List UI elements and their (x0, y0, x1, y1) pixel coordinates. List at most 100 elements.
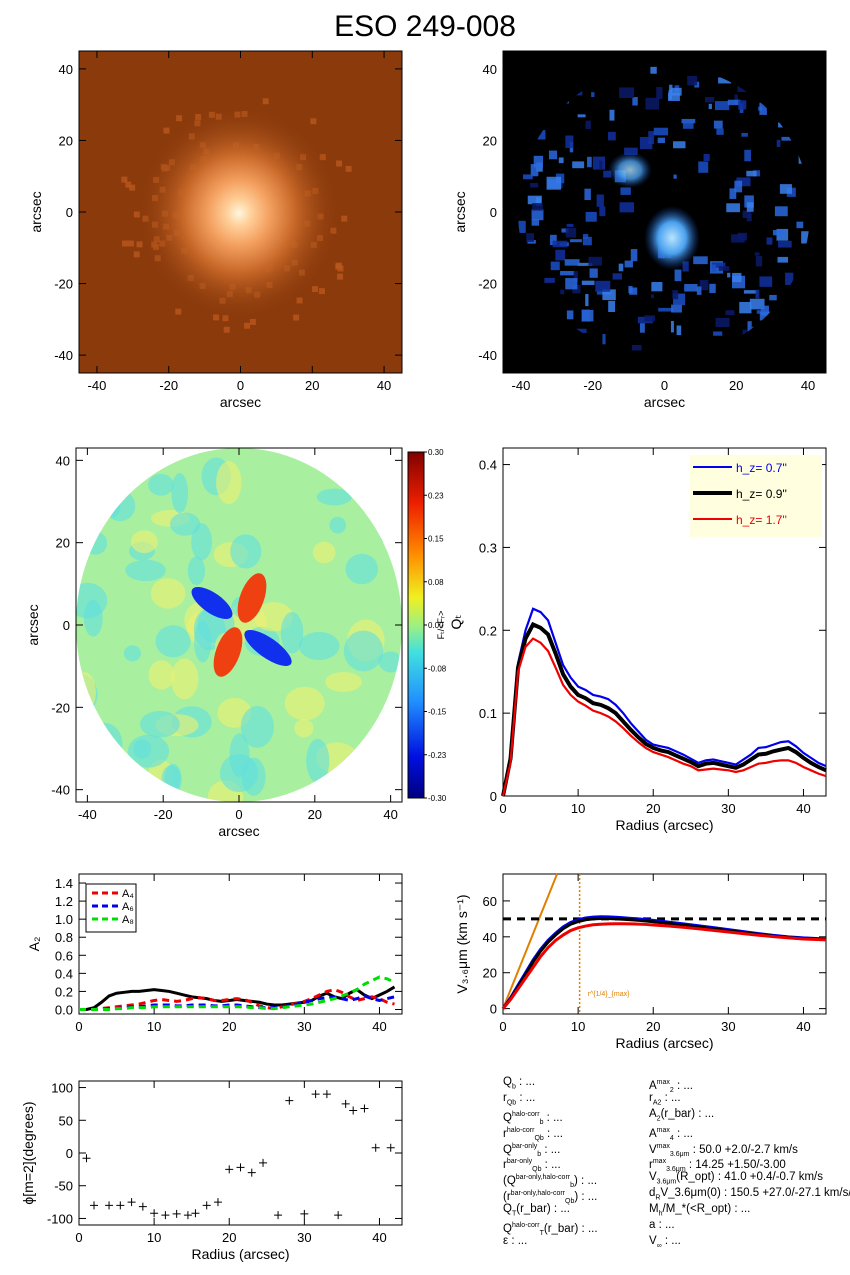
residual-blob (713, 331, 723, 336)
y-tick-label: -20 (478, 277, 497, 292)
residual-blob (737, 232, 747, 241)
residual-blob (560, 270, 575, 276)
x-tick-label: 40 (383, 807, 397, 822)
map-patch (76, 672, 96, 713)
parameter-symbol: Q (503, 1111, 512, 1124)
phase-point (360, 1104, 369, 1113)
parameter-superscript: max (656, 1079, 670, 1086)
residual-blob (544, 277, 555, 283)
residual-blob (727, 99, 741, 106)
colorbar-tick-label: -0.15 (428, 708, 447, 717)
y-tick-label: 0.2 (479, 623, 497, 638)
galaxy-pixel (127, 240, 134, 247)
phase-point (150, 1209, 159, 1218)
phase-point (191, 1209, 200, 1218)
residual-blob (759, 276, 773, 287)
phase-point (311, 1090, 320, 1099)
residual-blob (619, 202, 634, 213)
residual-blob (670, 87, 682, 96)
residual-blob (581, 280, 595, 285)
residual-blob (743, 290, 757, 294)
parameter-subscript: ∞ (656, 1242, 662, 1250)
parameter-value: : ... (541, 1143, 561, 1156)
parameter-symbol: V (649, 1143, 657, 1156)
parameter-row: Mh/M_*(<R_opt) : ... (649, 1202, 850, 1218)
map-patch (76, 503, 112, 524)
qt-series-line (501, 607, 827, 797)
parameter-symbol: V (649, 1234, 657, 1247)
residual-blob (532, 203, 543, 211)
map-patch (123, 645, 142, 662)
map-patch (284, 686, 325, 721)
parameter-value: : ... (661, 1234, 681, 1247)
parameter-value: (r_bar) : ... (543, 1222, 598, 1235)
x-axis-label: Radius (arcsec) (615, 817, 713, 833)
parameter-superscript: bar-only,halo-corr (510, 1190, 566, 1198)
parameter-symbol: Q (503, 1203, 512, 1216)
map-patch (76, 582, 108, 619)
residual-blob (747, 321, 752, 332)
galaxy-pixel (337, 273, 344, 280)
residual-blob (705, 97, 715, 103)
y-tick-label: -40 (54, 348, 73, 363)
parameter-value: : ... (541, 1159, 561, 1172)
map-patch (306, 738, 330, 783)
residual-blob (561, 228, 569, 233)
residual-blob (714, 101, 730, 111)
parameter-value: : ... (508, 1234, 528, 1247)
residual-blob (682, 261, 689, 272)
qt-series-line (501, 637, 827, 797)
map-patch (104, 490, 136, 522)
residual-blob (754, 252, 760, 256)
parameter-subscript: 2 (656, 1115, 661, 1123)
y-tick-label: 0.8 (55, 930, 73, 945)
galaxy-pixel (262, 98, 269, 105)
y-tick-label: -40 (478, 348, 497, 363)
residual-blob (746, 213, 752, 222)
residual-blob (796, 221, 804, 229)
phase-point (105, 1201, 114, 1210)
residual-blob (581, 309, 594, 322)
map-patch (329, 516, 346, 534)
residual-blob (729, 188, 737, 199)
parameter-subscript: Qb (534, 1134, 544, 1142)
parameter-subscript: b (537, 1150, 542, 1158)
parameter-symbol: V (649, 1171, 657, 1184)
phase-point (274, 1211, 283, 1220)
parameter-superscript: max (656, 1142, 670, 1150)
residual-blob (769, 294, 777, 301)
x-tick-label: 30 (297, 1230, 311, 1245)
parameter-value: : 50.0 +2.0/-2.7 km/s (689, 1143, 798, 1156)
parameter-value: (R_opt) : 41.0 +0.4/-0.7 km/s (676, 1171, 823, 1184)
residual-blob (533, 155, 543, 168)
parameter-subscript: h (658, 1210, 663, 1218)
map-patch (240, 706, 274, 748)
residual-blob (630, 249, 638, 262)
parameter-symbol: d (649, 1187, 656, 1200)
x-axis-label: arcsec (644, 394, 685, 410)
map-patch (312, 541, 336, 564)
y-tick-label: 40 (483, 62, 497, 77)
residual-blob (585, 211, 597, 222)
residual-blob (658, 307, 674, 312)
parameter-symbol: r (649, 1091, 653, 1104)
parameter-value: V_3.6μm(0) : 150.5 +27.0/-27.1 km/s/kpc (660, 1187, 850, 1200)
galaxy-pixel (121, 240, 128, 247)
residual-blob (603, 170, 612, 178)
x-axis-label: Radius (arcsec) (615, 1035, 713, 1051)
residual-blob (670, 320, 674, 333)
residual-blob (671, 304, 682, 313)
map-patch (131, 530, 158, 554)
map-patch (161, 765, 181, 792)
phase-point (225, 1165, 234, 1174)
residual-blob (785, 272, 794, 285)
residual-blob (599, 206, 606, 217)
residual-arm (608, 152, 652, 188)
x-tick-label: 0 (499, 1019, 506, 1034)
parameter-row: (rbar-only,halo-corrQb) : ... (503, 1186, 598, 1205)
galaxy-pixel (293, 314, 300, 321)
parameter-row: Amax4 : ... (649, 1123, 850, 1142)
parameter-value: /M_*(<R_opt) : ... (662, 1203, 751, 1216)
residual-blob (718, 266, 730, 271)
phase-point (259, 1158, 268, 1167)
